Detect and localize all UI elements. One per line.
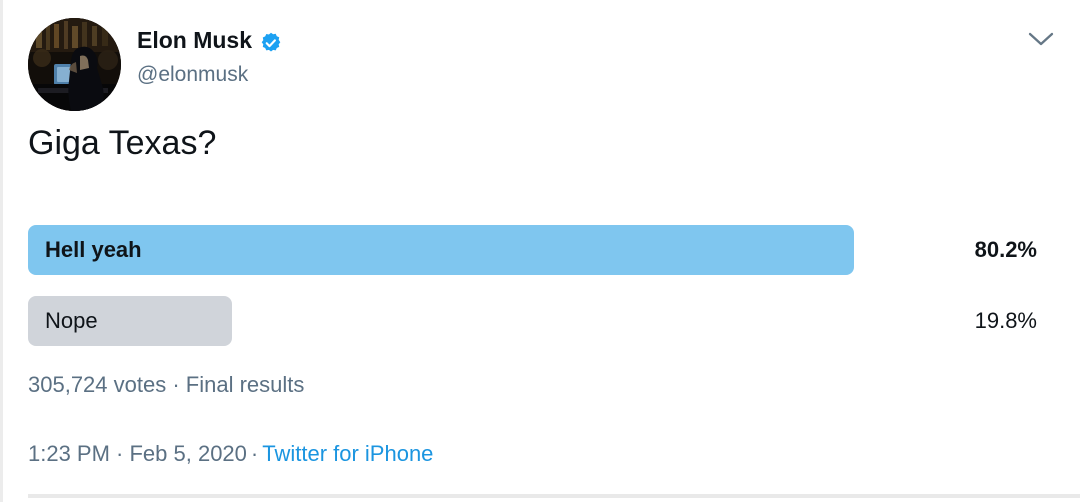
bottom-divider [28,494,1080,498]
screenshot-left-edge [0,0,3,502]
user-handle[interactable]: @elonmusk [137,62,249,86]
avatar-photo-illustration [28,18,121,111]
user-identity: Elon Musk @elonmusk [137,27,283,87]
avatar[interactable] [28,18,121,111]
meta-separator: · [250,441,259,466]
tweet-text: Giga Texas? [28,124,217,162]
poll-percent: 80.2% [974,237,1037,262]
poll-option-label: Hell yeah [45,237,142,262]
poll-votes-summary: 305,724 votes · Final results [28,372,305,397]
poll-option-row: Hell yeah 80.2% [28,225,1058,275]
poll-bar-nope: Nope [28,296,232,346]
chevron-down-icon[interactable] [1026,28,1056,50]
poll-option-label: Nope [45,308,98,333]
tweet-meta: 1:23 PM · Feb 5, 2020 · Twitter for iPhone [28,441,433,467]
source-app-link[interactable]: Twitter for iPhone [262,441,434,466]
display-name-link[interactable]: Elon Musk [137,27,283,55]
timestamp: 1:23 PM · Feb 5, 2020 [28,441,247,466]
poll-percent: 19.8% [974,308,1037,333]
verified-badge-icon [259,30,283,54]
poll-option-row: Nope 19.8% [28,296,1058,346]
poll: Hell yeah 80.2% Nope 19.8% [28,225,1058,346]
display-name: Elon Musk [137,27,253,53]
poll-bar-hell-yeah: Hell yeah [28,225,855,275]
